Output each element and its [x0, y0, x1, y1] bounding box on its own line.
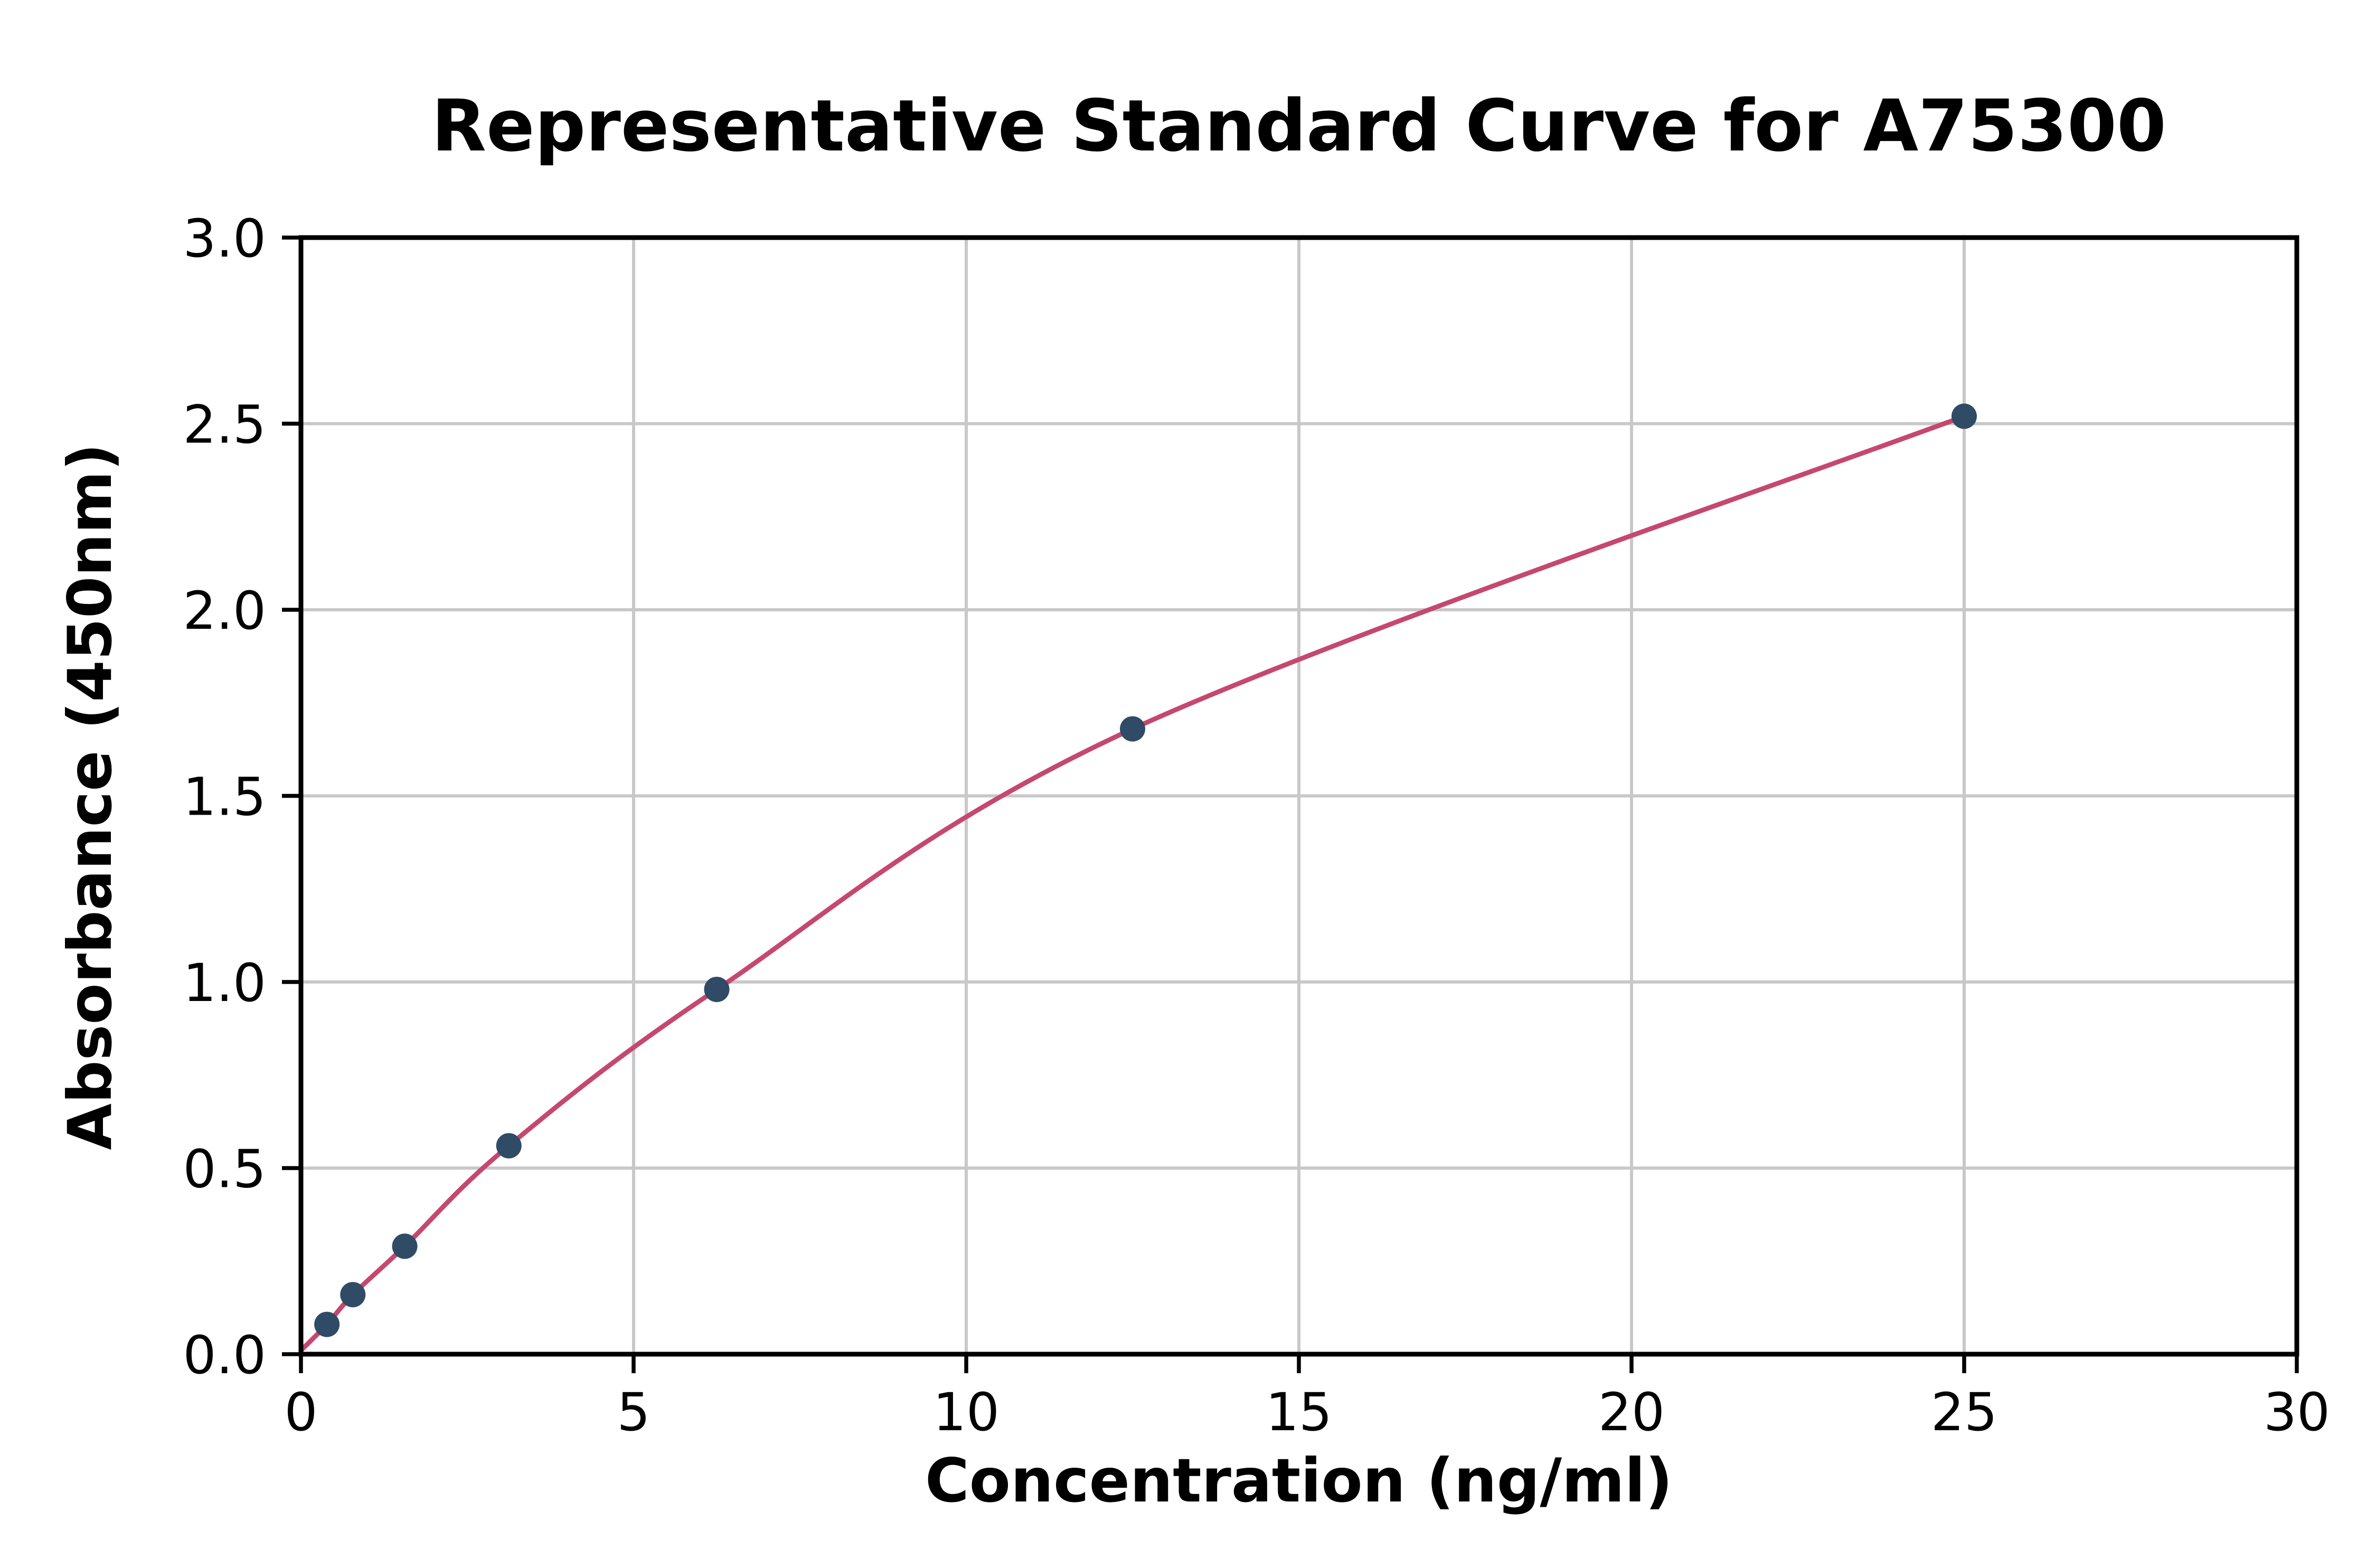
x-tick-label: 20	[1598, 1382, 1665, 1443]
chart-title: Representative Standard Curve for A75300	[431, 84, 2166, 167]
x-tick-label: 5	[617, 1382, 650, 1443]
data-point	[496, 1133, 522, 1159]
y-tick-label: 0.0	[183, 1325, 266, 1386]
y-tick-label: 0.5	[183, 1139, 266, 1200]
x-tick-label: 25	[1931, 1382, 1997, 1443]
x-tick-label: 30	[2264, 1382, 2330, 1443]
x-tick-label: 10	[933, 1382, 1000, 1443]
y-tick-label: 1.0	[183, 953, 266, 1014]
x-tick-label: 0	[285, 1382, 318, 1443]
data-point	[314, 1311, 340, 1337]
data-point	[1951, 403, 1977, 429]
y-axis-label: Absorbance (450nm)	[55, 443, 125, 1150]
y-tick-label: 1.5	[183, 767, 266, 828]
y-tick-label: 2.5	[183, 395, 266, 456]
data-point	[704, 977, 730, 1003]
data-point	[392, 1233, 418, 1259]
data-point	[340, 1282, 366, 1308]
y-tick-label: 2.0	[183, 581, 266, 641]
y-tick-label: 3.0	[183, 209, 266, 269]
data-point	[1120, 716, 1145, 742]
x-axis-label: Concentration (ng/ml)	[925, 1446, 1673, 1516]
fit-curve	[298, 413, 1967, 1353]
x-tick-label: 15	[1266, 1382, 1332, 1443]
plot-layer: 0 5 10 15 20 25 30 0.0 0.5 1.0 1.5 2.0 2.5 3.0	[183, 209, 2330, 1443]
